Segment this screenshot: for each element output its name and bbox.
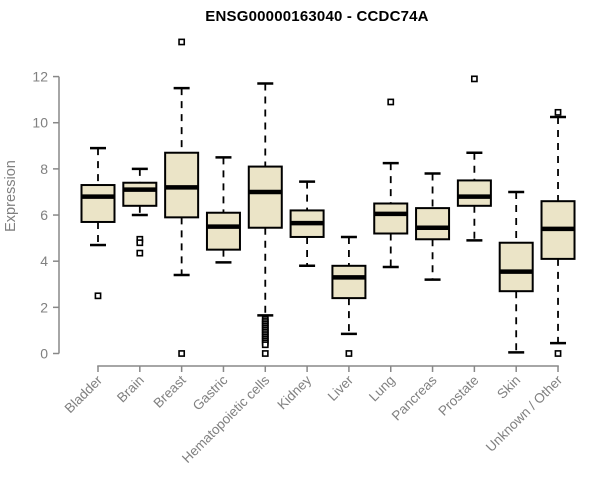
y-axis-title: Expression (3, 160, 19, 232)
boxplot-kidney (289, 180, 325, 268)
x-tick-label-skin: Skin (494, 373, 523, 402)
boxplot-brain (122, 167, 158, 257)
y-axis: 0 2 4 6 8 10 12 Expression (3, 69, 60, 362)
outlier-point (136, 249, 144, 257)
boxplot-lung (373, 98, 409, 269)
outlier-point (554, 350, 562, 357)
chart-title: ENSG00000163040 - CCDC74A (205, 8, 429, 25)
y-tick-label-10: 10 (32, 115, 48, 131)
y-tick-label-0: 0 (40, 346, 48, 362)
x-tick-label-bladder: Bladder (62, 372, 106, 416)
outlier-point (470, 75, 478, 83)
outlier-point (136, 239, 144, 247)
x-tick-label-gastric: Gastric (190, 372, 231, 413)
boxplot-hematopoietic-cells (247, 82, 283, 357)
outlier-point (94, 292, 102, 300)
iqr-box (164, 151, 200, 219)
x-tick-label-kidney: Kidney (274, 372, 314, 412)
boxplot-breast (164, 38, 200, 357)
iqr-box (415, 207, 451, 241)
y-tick-label-6: 6 (40, 207, 48, 223)
outlier-point (261, 350, 269, 357)
outlier-point (554, 108, 562, 116)
boxplot-unknown-other (540, 108, 576, 357)
outlier-point (387, 98, 395, 106)
outlier-point (345, 350, 353, 357)
y-tick-label-4: 4 (40, 253, 48, 269)
x-tick-label-brain: Brain (114, 373, 147, 406)
boxplot-pancreas (415, 172, 451, 281)
boxplot-skin (498, 190, 534, 354)
outlier-point (178, 38, 186, 46)
boxplot-prostate (456, 75, 492, 242)
iqr-box (373, 202, 409, 235)
iqr-box (247, 165, 283, 229)
boxplot-liver (331, 235, 367, 357)
iqr-box (331, 264, 367, 300)
iqr-box (122, 181, 158, 207)
x-tick-label-lung: Lung (366, 373, 398, 405)
y-tick-label-12: 12 (32, 69, 48, 85)
outlier-point (261, 341, 269, 349)
x-tick-label-prostate: Prostate (435, 373, 481, 419)
iqr-box (80, 184, 116, 223)
outlier-point (178, 350, 186, 357)
y-tick-label-8: 8 (40, 161, 48, 177)
x-tick-label-pancreas: Pancreas (389, 372, 440, 423)
iqr-box (498, 241, 534, 293)
x-tick-label-liver: Liver (325, 372, 357, 404)
boxplot-gastric (205, 156, 241, 264)
x-tick-label-unknown-other: Unknown / Other (483, 372, 566, 455)
iqr-box (456, 179, 492, 207)
iqr-box (205, 211, 241, 251)
x-tick-label-breast: Breast (151, 372, 189, 410)
boxplot-bladder (80, 146, 116, 300)
y-tick-label-2: 2 (40, 299, 48, 315)
